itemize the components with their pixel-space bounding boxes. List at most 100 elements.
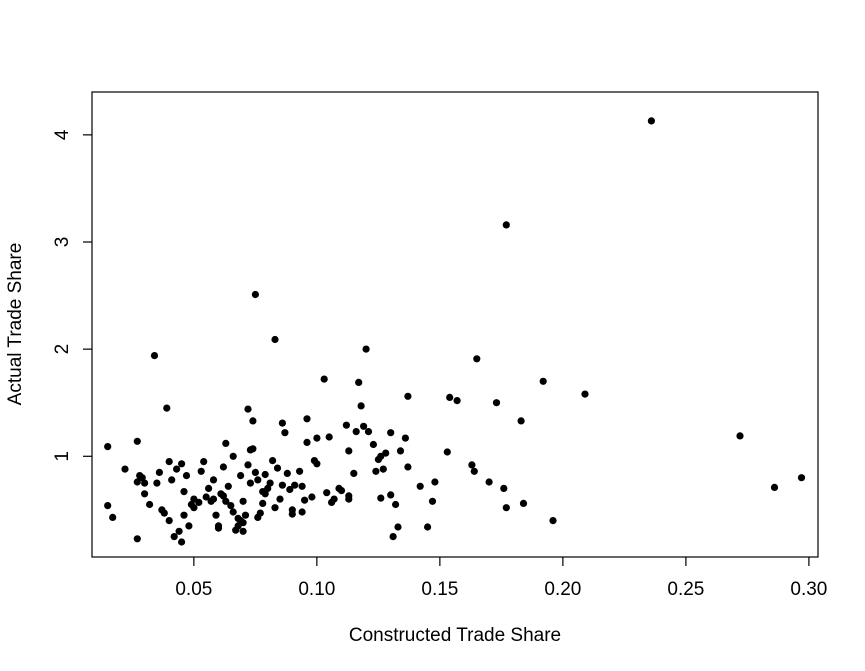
data-point [519, 499, 528, 507]
data-point [133, 478, 141, 486]
data-point [224, 482, 232, 490]
data-point [133, 437, 141, 445]
data-point [239, 527, 247, 535]
data-point [288, 510, 296, 518]
data-point [244, 405, 252, 413]
data-point [485, 478, 493, 486]
data-point [180, 488, 188, 496]
data-point [337, 487, 346, 495]
data-point [182, 472, 191, 480]
data-point [251, 290, 259, 299]
data-point [301, 496, 309, 504]
data-point [296, 467, 304, 475]
data-point [133, 535, 141, 543]
data-point [278, 481, 286, 489]
data-point [219, 492, 227, 500]
y-tick-label: 2 [52, 344, 73, 355]
data-point [109, 513, 117, 522]
data-point [212, 511, 220, 519]
data-point [229, 452, 237, 460]
data-point [473, 355, 481, 363]
x-tick-label: 0.05 [175, 579, 212, 600]
data-point [647, 117, 656, 125]
data-point [251, 468, 259, 476]
data-point [222, 497, 230, 505]
data-point [209, 476, 218, 484]
data-point [160, 509, 168, 517]
data-point [581, 390, 589, 398]
data-point [246, 479, 254, 487]
data-point [249, 417, 257, 425]
data-point [736, 432, 744, 440]
data-point [372, 467, 380, 475]
x-tick-label: 0.25 [667, 579, 704, 600]
data-point [150, 352, 159, 360]
data-point [313, 434, 321, 442]
data-point [241, 511, 250, 519]
data-point [271, 335, 279, 344]
data-point [549, 517, 557, 525]
data-point [360, 422, 368, 430]
data-point [286, 485, 294, 494]
data-point [239, 519, 247, 527]
data-point [180, 511, 188, 519]
data-point [470, 467, 478, 475]
data-point [355, 378, 363, 386]
data-point [104, 443, 112, 451]
data-point [404, 392, 412, 400]
data-point [249, 445, 257, 453]
x-tick-label: 0.10 [298, 579, 335, 600]
data-point [146, 500, 154, 509]
data-point [517, 417, 525, 425]
data-point [770, 483, 779, 491]
data-point [276, 495, 284, 503]
y-axis-title: Actual Trade Share [5, 243, 26, 406]
scatter-points [104, 117, 806, 546]
data-point [345, 492, 353, 500]
data-point [431, 478, 439, 486]
x-axis-title: Constructed Trade Share [349, 625, 561, 646]
data-point [209, 495, 218, 503]
data-point [453, 397, 461, 405]
data-point [401, 434, 409, 442]
data-point [266, 479, 274, 487]
data-point [222, 439, 230, 447]
data-point [165, 517, 173, 525]
data-point [153, 479, 161, 487]
data-point [155, 468, 163, 476]
data-point [163, 404, 171, 412]
data-point [377, 494, 385, 502]
data-point [502, 221, 510, 229]
data-point [197, 467, 205, 475]
data-point [303, 438, 311, 446]
data-point [254, 476, 262, 484]
data-point [352, 428, 360, 436]
data-point [379, 465, 387, 473]
data-point [138, 474, 146, 482]
data-point [121, 465, 129, 473]
data-point [229, 508, 237, 516]
data-point [291, 481, 299, 489]
data-point [239, 497, 247, 505]
data-point [178, 460, 186, 468]
data-point [392, 500, 400, 509]
data-point [357, 402, 365, 410]
data-point [330, 495, 338, 503]
data-point [387, 429, 395, 437]
data-point [362, 345, 370, 353]
data-point [261, 470, 269, 479]
data-point [404, 463, 412, 471]
data-point [244, 461, 252, 469]
data-point [175, 527, 183, 535]
x-tick-label: 0.30 [790, 579, 827, 600]
data-point [104, 502, 112, 510]
data-point [269, 457, 277, 465]
data-point [308, 493, 316, 501]
data-point [502, 504, 510, 512]
data-point [219, 463, 227, 471]
data-point [178, 538, 186, 546]
data-point [500, 484, 508, 492]
data-point [345, 447, 353, 455]
data-point [387, 491, 395, 499]
